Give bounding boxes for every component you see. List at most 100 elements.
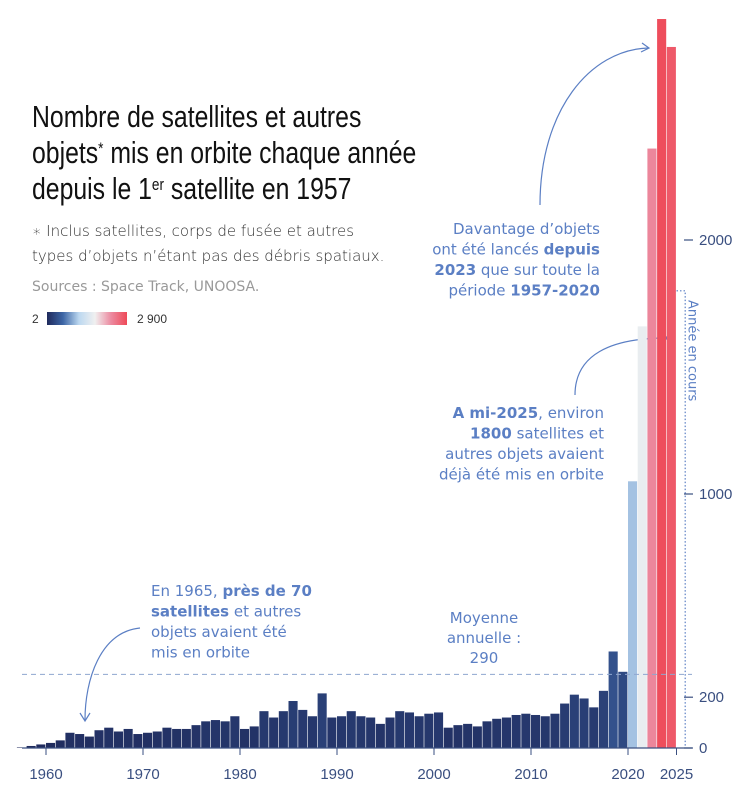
bar — [521, 713, 531, 748]
x-tick-label: 1970 — [126, 766, 159, 783]
bar — [259, 711, 269, 748]
partial-bar — [676, 290, 686, 748]
bar — [317, 693, 327, 748]
annotation: 1800 satellites et — [470, 425, 604, 443]
annotation: période 1957-2020 — [448, 282, 600, 300]
bar — [531, 714, 541, 748]
colorbar — [47, 312, 127, 325]
annotation: A mi-2025, environ — [453, 404, 604, 422]
y-tick-label: 200 — [699, 689, 724, 706]
title-part: depuis le 1 — [32, 171, 152, 205]
bar — [172, 728, 182, 748]
bar — [143, 732, 153, 748]
chart-title: Nombre de satellites et autres objets* mi… — [32, 99, 416, 205]
annotation: satellites et autres — [151, 603, 301, 621]
annotation-part: 1957-2020 — [510, 282, 600, 300]
bar — [46, 742, 56, 748]
mean-label: annuelle : — [447, 629, 521, 647]
bar — [550, 713, 560, 748]
annotation-part: A mi-2025 — [453, 404, 539, 422]
y-tick-label: 2000 — [699, 232, 732, 249]
bar — [337, 716, 347, 748]
arrow — [539, 47, 649, 206]
annotation-part: que sur toute la — [476, 261, 600, 279]
annotation: déjà été mis en orbite — [439, 466, 604, 484]
annotation-part: satellites et — [512, 425, 604, 443]
x-tick-label: 1990 — [320, 766, 353, 783]
annotation-part: ont été lancés — [432, 241, 543, 259]
bar — [133, 734, 143, 748]
bar — [162, 727, 172, 748]
bar — [269, 717, 279, 748]
annotation-part: autres objets avaient — [445, 445, 604, 463]
title-part: * — [98, 139, 103, 158]
bar — [472, 726, 482, 748]
arrow-head — [640, 42, 651, 53]
bar — [463, 723, 473, 748]
annotation-part: et autres — [229, 603, 301, 621]
bar — [637, 326, 647, 748]
title-part: satellite en 1957 — [164, 171, 351, 205]
bar — [84, 736, 94, 748]
bar — [608, 651, 618, 748]
bar — [598, 690, 608, 748]
bar — [628, 481, 638, 748]
x-tick-label: 2010 — [514, 766, 547, 783]
bar — [366, 717, 376, 748]
bar — [482, 721, 492, 748]
y-tick-label: 1000 — [699, 486, 732, 503]
annotation-part: En 1965, — [151, 582, 222, 600]
bar — [288, 701, 298, 748]
y-tick-label: 0 — [699, 740, 707, 757]
bar — [75, 734, 85, 748]
bar — [346, 711, 356, 748]
colorbar-label: 2 — [32, 312, 39, 326]
note: ∗ Inclus satellites, corps de fusée et a… — [32, 222, 354, 240]
title-part: er — [152, 175, 164, 194]
x-tick-label: 2000 — [417, 766, 450, 783]
annotation: 2023 que sur toute la — [434, 261, 600, 279]
annotation: autres objets avaient — [445, 445, 604, 463]
mean-value: 290 — [470, 649, 499, 667]
arrow-head — [79, 712, 91, 723]
bar — [278, 711, 288, 748]
bar — [65, 732, 75, 748]
colorbar-label: 2 900 — [137, 312, 167, 326]
annotation-part: près de 70 — [222, 582, 311, 600]
bar — [94, 730, 104, 748]
annotation: En 1965, près de 70 — [151, 582, 312, 600]
arrow — [84, 627, 141, 721]
partial-label: Année en cours — [685, 300, 700, 402]
bar — [181, 728, 191, 748]
bar — [404, 712, 414, 748]
annotation: ont été lancés depuis — [432, 241, 600, 259]
bar — [191, 725, 201, 748]
bar — [298, 709, 308, 748]
bar — [356, 716, 366, 748]
x-tick-label: 1960 — [29, 766, 62, 783]
bar — [647, 148, 657, 748]
bar — [492, 718, 502, 748]
annotation: mis en orbite — [151, 644, 250, 662]
annotation: objets avaient été — [151, 623, 287, 641]
annotation: Davantage d’objets — [453, 220, 600, 238]
bar — [453, 725, 463, 748]
bar — [55, 740, 65, 748]
annotation-part: Davantage d’objets — [453, 220, 600, 238]
bar — [230, 716, 240, 748]
bar — [540, 716, 550, 748]
bar — [36, 744, 46, 748]
x-tick-label: 2020 — [611, 766, 644, 783]
bar — [501, 717, 511, 748]
title-part: objets — [32, 135, 98, 169]
bar — [579, 698, 589, 748]
x-tick-label: 1980 — [223, 766, 256, 783]
bar — [26, 745, 36, 748]
bar — [307, 716, 317, 748]
bar — [511, 714, 521, 748]
bar — [210, 720, 220, 748]
annotation-part: objets avaient été — [151, 623, 287, 641]
bar — [327, 717, 337, 748]
